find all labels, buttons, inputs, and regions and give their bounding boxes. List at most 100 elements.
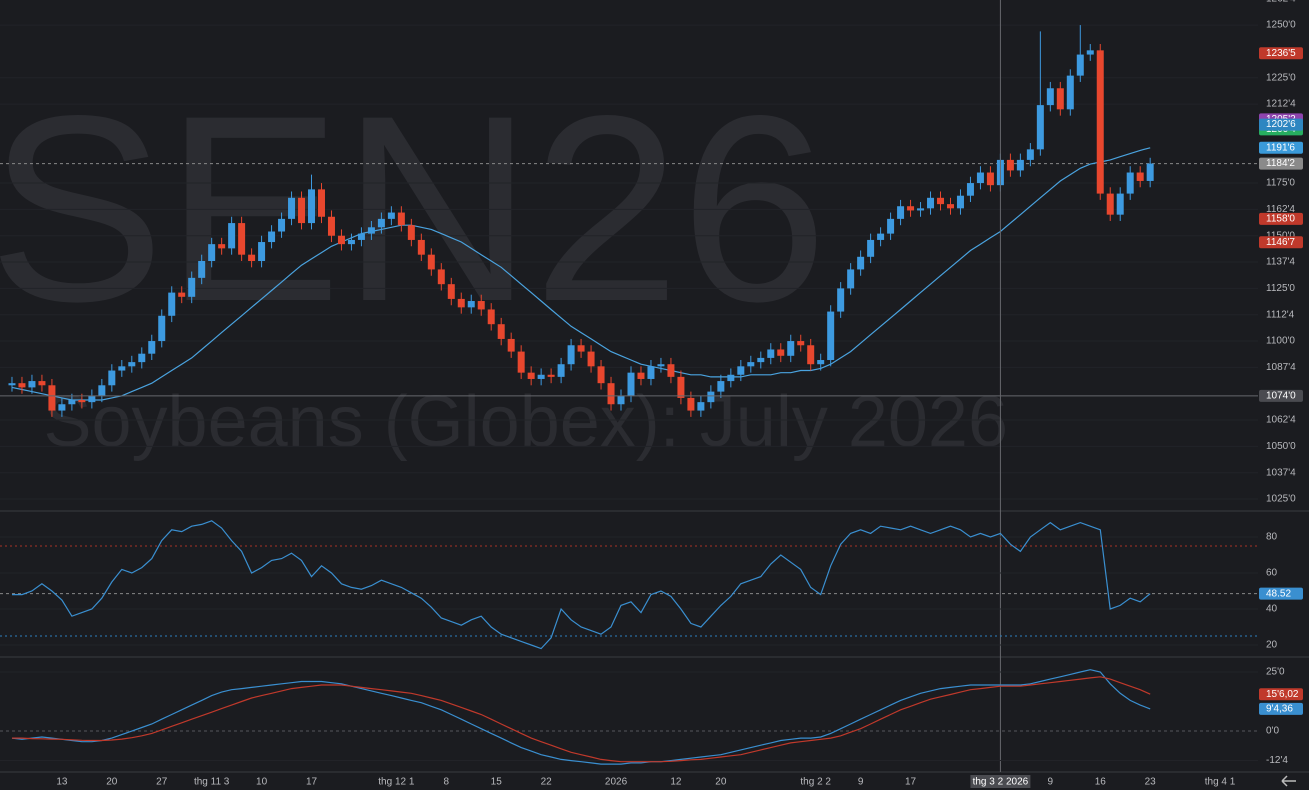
candle-body [507,338,515,352]
x-tick-label: 9 [1048,777,1054,788]
price-badge [1259,236,1303,249]
candle-body [1136,172,1144,181]
candle-body [697,402,705,411]
price-badge-label: 1184'2 [1266,158,1295,169]
candle-body [188,277,196,297]
candle-body [917,208,925,211]
crosshair-x-label: thg 3 2 2026 [973,777,1029,788]
x-tick-label: 17 [905,777,917,788]
candle-body [657,364,665,367]
candle-body [427,254,435,270]
candle-body [897,206,905,219]
price-badge-label: 1158'0 [1266,214,1295,225]
watermark-name: Soybeans (Globex): July 2026 [43,382,1008,462]
candle-body [337,235,345,245]
candle-body [787,341,795,356]
candle-body [28,381,36,388]
x-tick-label: 20 [715,777,727,788]
x-tick-label: 20 [106,777,118,788]
candle-body [567,345,575,365]
y-tick-label: 1175'0 [1266,178,1295,189]
candle-body [497,324,505,339]
price-badge [1259,587,1303,600]
price-badge [1259,141,1303,154]
y-tick-label: 1150'0 [1266,230,1295,241]
candle-body [687,397,695,411]
price-badge-label: 1146'7 [1266,237,1295,248]
candle-body [817,360,825,365]
candle-body [637,372,645,379]
candle-body [467,301,475,308]
candle-body [298,197,306,224]
candle-body [108,370,116,386]
candle-body [877,233,885,240]
y-tick-label: 1062'4 [1266,415,1296,426]
candle-body [757,357,765,363]
candle-body [607,383,615,405]
candle-body [1066,75,1074,110]
candle-body [1096,50,1104,194]
x-tick-label: 16 [1095,777,1107,788]
candle-body [667,364,675,377]
x-tick-label: thg 2 2 [800,777,831,788]
candle-body [367,227,375,234]
y-tick-label: 1250'0 [1266,20,1296,31]
y-tick-label: 1037'4 [1266,467,1296,478]
y-tick-label: 60 [1266,568,1278,579]
candle-body [1146,163,1154,181]
candle-body [327,216,335,236]
candle-body [767,349,775,358]
x-tick-label: 8 [444,777,450,788]
candle-body [1006,159,1014,171]
candle-body [78,400,86,403]
candle-body [717,381,725,392]
candle-body [707,391,715,403]
candle-body [148,341,156,354]
candle-body [986,172,994,186]
candle-body [208,244,216,262]
candle-body [238,223,246,255]
price-badge-label: 1236'5 [1266,48,1296,59]
price-badge [1259,702,1303,715]
y-tick-label: 1212'4 [1266,99,1296,110]
series-line [12,676,1151,763]
candle-body [437,269,445,285]
y-tick-label: 0'0 [1266,726,1279,737]
x-tick-label: 12 [670,777,682,788]
candle-body [617,395,625,405]
candle-body [527,372,535,379]
price-badge-label: 1191'6 [1266,142,1295,153]
candle-body [547,374,555,377]
scroll-back-icon[interactable] [1281,775,1296,787]
price-badge-label: 1202'6 [1266,119,1296,130]
candle-body [1026,149,1034,160]
y-tick-label: 1262'4 [1266,0,1296,4]
candle-body [577,345,585,352]
candle-body [487,309,495,325]
x-tick-label: 15 [491,777,503,788]
candle-body [377,218,385,228]
price-badge [1259,212,1303,225]
candle-body [278,218,286,232]
candle-body [1036,105,1044,150]
price-badge-label: 15'6,02 [1266,689,1299,700]
candle-body [1076,54,1084,76]
price-badge-label: 1074'0 [1266,390,1296,401]
candle-body [867,239,875,257]
y-tick-label: -12'4 [1266,755,1288,766]
candle-body [178,292,186,297]
candle-body [58,404,66,411]
candle-body [88,395,96,403]
y-tick-label: 1162'4 [1266,204,1295,215]
candle-body [477,301,485,310]
candle-body [1106,193,1114,215]
x-tick-label: 10 [256,777,268,788]
candle-body [587,351,595,367]
candle-body [317,189,325,217]
candle-body [387,212,395,219]
candle-body [1046,88,1054,106]
series-line [11,669,1151,765]
candle-body [1056,88,1064,110]
candle-body [98,385,106,396]
